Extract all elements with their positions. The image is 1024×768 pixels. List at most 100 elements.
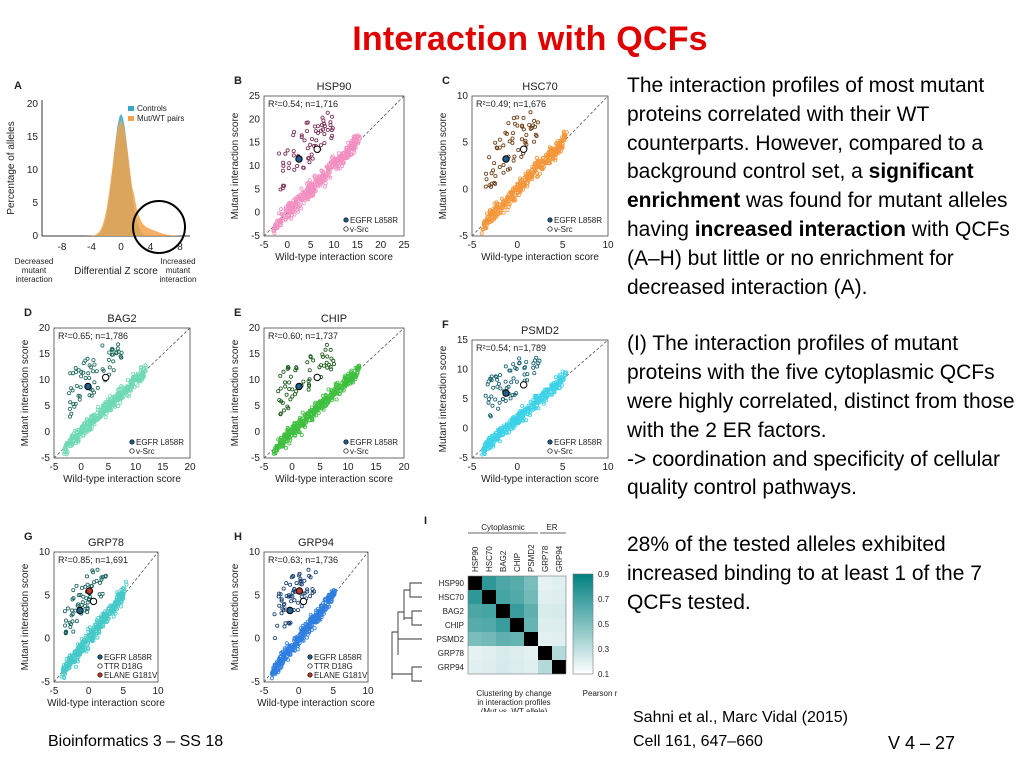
legend-box: [342, 436, 402, 457]
increased-point: [309, 137, 314, 142]
r2-annotation: R²=0.54; n=1,716: [268, 99, 338, 109]
data-point: [505, 195, 510, 200]
increased-point: [111, 352, 116, 357]
increased-point: [107, 365, 112, 370]
heatmap-frame: [467, 575, 567, 675]
data-point: [69, 656, 74, 661]
increased-point: [64, 618, 69, 623]
data-point: [319, 169, 324, 174]
legend-controls: Controls: [137, 104, 167, 113]
data-point: [492, 215, 497, 220]
scale-tick: 0.5: [598, 620, 610, 629]
data-point: [535, 403, 540, 408]
data-point: [93, 626, 98, 631]
increased-point: [111, 368, 116, 373]
increased-point: [520, 123, 525, 128]
increased-point: [307, 377, 312, 382]
data-point: [534, 395, 539, 400]
data-point: [84, 649, 89, 654]
panel-a-left-note: Decreased: [15, 257, 54, 266]
increased-point: [496, 406, 501, 411]
data-point: [74, 664, 79, 669]
panel-letter-a: A: [14, 80, 22, 92]
data-point: [516, 188, 521, 193]
data-point: [323, 181, 328, 186]
increased-point: [291, 149, 296, 154]
increased-point: [308, 142, 313, 147]
data-point: [320, 399, 325, 404]
data-point: [295, 209, 300, 214]
increased-point: [490, 403, 495, 408]
data-point: [83, 640, 88, 645]
citation-authors: Sahni et al., Marc Vidal (2015): [633, 709, 848, 726]
y-tick: -5: [459, 231, 468, 242]
x-tick: 20: [398, 462, 410, 473]
data-point: [293, 205, 298, 210]
increased-point: [283, 380, 288, 385]
heatmap-cell: [468, 646, 482, 660]
panel-a-x-tick: 0: [118, 242, 124, 253]
data-point: [496, 427, 501, 432]
data-point: [323, 174, 328, 179]
data-point: [356, 367, 361, 372]
y-tick: 5: [44, 401, 50, 412]
data-point: [312, 173, 317, 178]
increased-point: [286, 594, 291, 599]
increased-point: [503, 398, 508, 403]
increased-point: [313, 129, 318, 134]
data-point: [323, 392, 328, 397]
increased-point: [279, 611, 284, 616]
data-point: [323, 177, 328, 182]
panel-letter-b: B: [234, 75, 242, 87]
data-point: [350, 380, 355, 385]
legend-label: v-Src: [350, 225, 369, 234]
y-tick: 0: [462, 184, 468, 195]
data-point: [513, 197, 518, 202]
highlighted-allele: [84, 382, 92, 391]
increased-point: [106, 357, 111, 362]
increased-point: [503, 364, 508, 369]
data-point: [72, 655, 77, 660]
data-point: [67, 438, 72, 443]
data-point: [312, 184, 317, 189]
increased-point: [291, 133, 296, 138]
increased-point: [493, 374, 498, 379]
increased-point: [76, 593, 81, 598]
x-tick: 0: [86, 686, 92, 697]
data-point: [484, 439, 489, 444]
x-tick: -5: [50, 686, 59, 697]
increased-point: [501, 170, 506, 175]
increased-point: [70, 388, 75, 393]
increased-point: [497, 137, 502, 142]
increased-point: [501, 163, 506, 168]
heatmap-cell: [482, 604, 496, 618]
data-point: [335, 164, 340, 169]
heatmap-cell: [524, 604, 538, 618]
data-point: [562, 370, 567, 375]
increased-point: [290, 387, 295, 392]
increased-point: [308, 594, 313, 599]
x-tick: 0: [296, 686, 302, 697]
increased-point: [304, 120, 309, 125]
x-tick: 0: [285, 240, 291, 251]
heatmap-cell: [510, 660, 524, 674]
y-tick: 20: [249, 114, 261, 125]
increased-point: [272, 636, 277, 641]
increased-point: [487, 155, 492, 160]
data-point: [271, 451, 276, 456]
data-point: [111, 614, 116, 619]
data-point: [344, 145, 349, 150]
x-tick: 10: [130, 462, 142, 473]
data-point: [352, 368, 357, 373]
data-point: [101, 410, 106, 415]
data-point: [324, 607, 329, 612]
wt-axis-label: Wild-type interaction score: [257, 698, 375, 709]
data-point: [116, 397, 121, 402]
data-point: [500, 202, 505, 207]
legend-box: [306, 651, 366, 681]
data-point: [78, 428, 83, 433]
y-tick: 10: [249, 161, 261, 172]
data-point: [119, 604, 124, 609]
text-run: 28% of the tested alleles exhibited incr…: [627, 533, 982, 614]
heatmap-col-label: GRP94: [555, 545, 564, 572]
